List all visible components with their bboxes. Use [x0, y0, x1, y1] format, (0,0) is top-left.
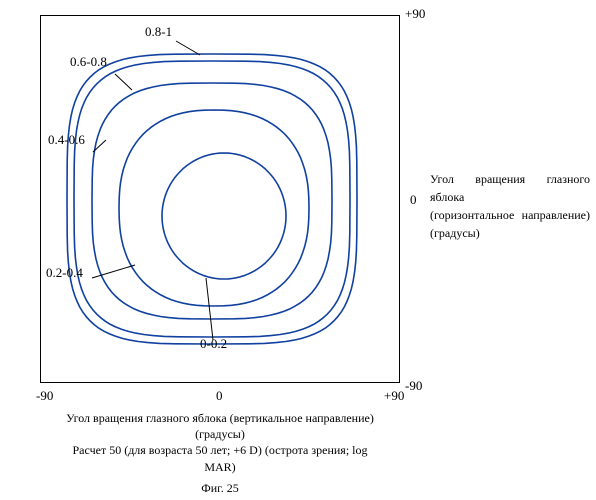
- contour-label-0.6-0.8: 0.6-0.8: [70, 54, 107, 70]
- bottom-caption: Угол вращения глазного яблока (вертикаль…: [40, 410, 400, 475]
- right-caption-line2: (горизонтальное направление): [430, 208, 590, 222]
- bottom-line2: (градусы): [195, 427, 245, 441]
- contour-c_08_1: [67, 54, 357, 344]
- figure-container: +90 0 -90 -90 0 +90 0.8-1 0.6-0.8 0.4-0.…: [0, 0, 596, 500]
- leader-c_0_02: [206, 278, 213, 340]
- right-axis-caption: Угол вращения глазного яблока (горизонта…: [430, 170, 590, 242]
- contour-label-0-0.2: 0-0.2: [200, 336, 227, 352]
- contour-c_02_04: [119, 110, 309, 306]
- contour-label-0.2-0.4: 0.2-0.4: [46, 265, 83, 281]
- figure-label: Фиг. 25: [40, 480, 400, 496]
- bottom-line4: MAR): [204, 460, 235, 474]
- fig-number: Фиг. 25: [201, 481, 238, 495]
- right-caption-line1: Угол вращения глазного яблока: [430, 172, 590, 204]
- contour-label-0.8-1: 0.8-1: [145, 24, 172, 40]
- contour-c_0_02: [162, 153, 286, 279]
- leader-c_08_1: [176, 41, 200, 55]
- bottom-line1: Угол вращения глазного яблока (вертикаль…: [66, 411, 374, 425]
- contour-c_04_06: [92, 83, 332, 319]
- leader-c_06_08: [115, 74, 132, 90]
- right-caption-line3: (градусы): [430, 224, 480, 242]
- bottom-line3: Расчет 50 (для возраста 50 лет; +6 D) (о…: [73, 443, 368, 457]
- contour-label-0.4-0.6: 0.4-0.6: [48, 132, 85, 148]
